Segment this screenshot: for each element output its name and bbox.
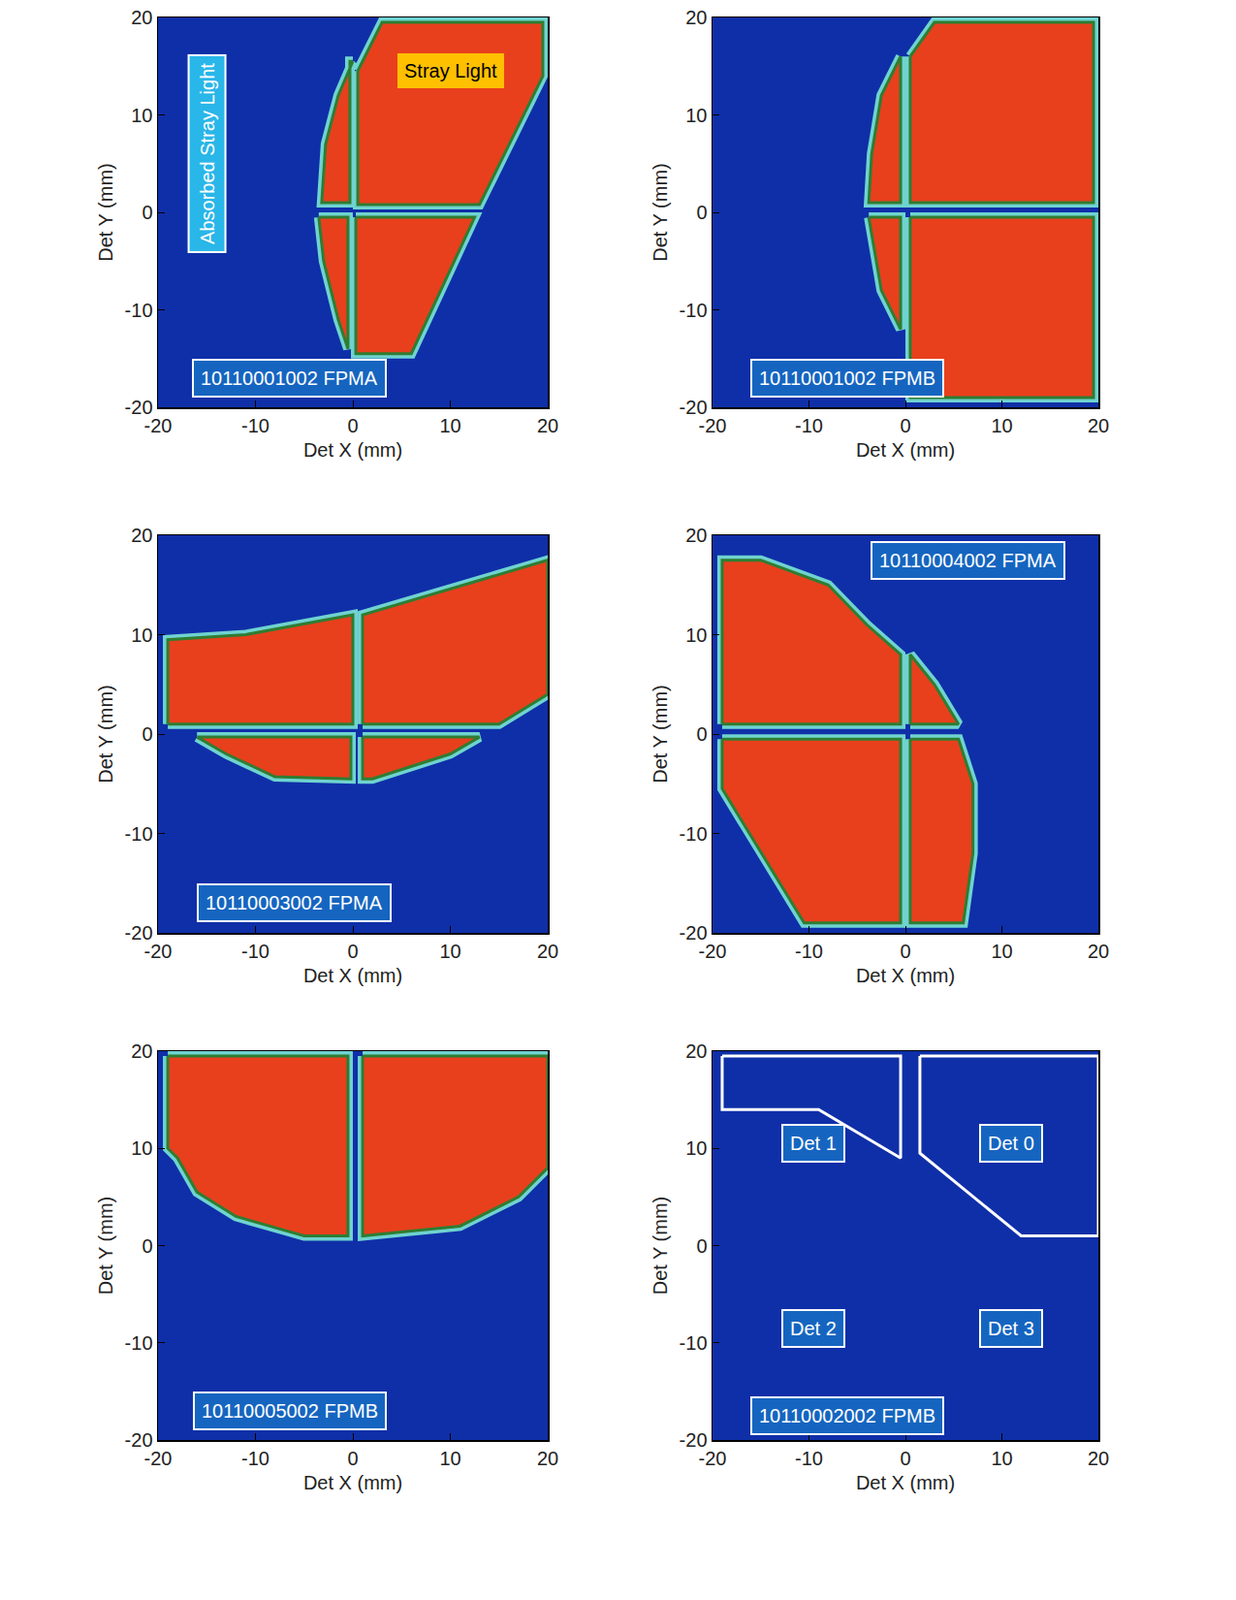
svg-text:-10: -10 <box>679 1331 708 1354</box>
svg-text:10110001002 FPMA: 10110001002 FPMA <box>200 367 379 389</box>
svg-text:Det Y (mm): Det Y (mm) <box>649 684 671 784</box>
svg-text:-10: -10 <box>794 1447 824 1469</box>
svg-text:10: 10 <box>130 624 153 646</box>
svg-text:10: 10 <box>685 624 707 646</box>
svg-text:-10: -10 <box>241 940 270 962</box>
svg-text:Det Y (mm): Det Y (mm) <box>95 684 117 784</box>
svg-text:-20: -20 <box>698 1447 728 1469</box>
svg-text:Det X (mm): Det X (mm) <box>303 439 403 461</box>
svg-text:Det 0: Det 0 <box>987 1132 1035 1154</box>
svg-text:Det 1: Det 1 <box>790 1132 837 1154</box>
svg-text:10: 10 <box>990 414 1013 437</box>
svg-text:0: 0 <box>347 940 358 962</box>
svg-text:-10: -10 <box>794 414 824 437</box>
svg-text:20: 20 <box>1087 414 1110 437</box>
svg-text:10: 10 <box>130 104 153 127</box>
svg-text:10: 10 <box>439 1447 461 1469</box>
svg-text:-20: -20 <box>144 940 173 962</box>
svg-text:20: 20 <box>685 524 707 546</box>
svg-text:-10: -10 <box>679 823 708 845</box>
svg-text:0: 0 <box>141 1235 153 1257</box>
svg-text:20: 20 <box>537 940 559 962</box>
svg-text:20: 20 <box>130 6 153 29</box>
svg-text:10110005002 FPMB: 10110005002 FPMB <box>201 1399 379 1422</box>
svg-text:Det X (mm): Det X (mm) <box>855 1471 955 1493</box>
svg-text:-20: -20 <box>679 396 708 418</box>
svg-text:10110001002 FPMB: 10110001002 FPMB <box>759 367 936 389</box>
svg-text:10: 10 <box>990 940 1013 962</box>
svg-text:-10: -10 <box>241 414 270 437</box>
svg-text:20: 20 <box>1087 940 1110 962</box>
svg-text:0: 0 <box>141 201 153 223</box>
svg-text:-20: -20 <box>144 414 173 437</box>
svg-text:0: 0 <box>899 1447 911 1469</box>
svg-text:0: 0 <box>347 414 358 437</box>
svg-text:-10: -10 <box>241 1447 270 1469</box>
svg-text:10110003002 FPMA: 10110003002 FPMA <box>205 891 383 914</box>
svg-text:10: 10 <box>990 1447 1013 1469</box>
svg-text:Absorbed Stray Light: Absorbed Stray Light <box>196 63 219 245</box>
svg-text:10: 10 <box>685 1137 707 1159</box>
svg-text:0: 0 <box>696 201 707 223</box>
svg-text:0: 0 <box>347 1447 358 1469</box>
svg-text:20: 20 <box>685 6 707 29</box>
svg-text:0: 0 <box>899 414 911 437</box>
svg-text:10: 10 <box>439 940 461 962</box>
svg-text:20: 20 <box>537 1447 559 1469</box>
svg-text:-10: -10 <box>125 823 154 845</box>
svg-text:Stray Light: Stray Light <box>404 60 498 82</box>
svg-text:0: 0 <box>696 1235 707 1257</box>
svg-text:Det X (mm): Det X (mm) <box>855 964 955 986</box>
svg-text:-10: -10 <box>679 299 708 321</box>
svg-text:-10: -10 <box>125 1331 154 1354</box>
svg-text:20: 20 <box>1087 1447 1110 1469</box>
svg-text:Det X (mm): Det X (mm) <box>303 964 403 986</box>
svg-text:10110002002 FPMB: 10110002002 FPMB <box>759 1404 936 1427</box>
svg-text:Det 2: Det 2 <box>790 1317 837 1339</box>
svg-text:-20: -20 <box>679 1428 708 1451</box>
svg-text:-20: -20 <box>125 1428 154 1451</box>
svg-text:10: 10 <box>439 414 461 437</box>
svg-text:0: 0 <box>141 723 153 745</box>
svg-text:20: 20 <box>685 1040 707 1062</box>
svg-text:-20: -20 <box>679 921 708 944</box>
svg-text:Det Y (mm): Det Y (mm) <box>95 162 117 262</box>
svg-text:20: 20 <box>537 414 559 437</box>
svg-text:10110004002 FPMA: 10110004002 FPMA <box>879 549 1057 571</box>
svg-text:20: 20 <box>130 524 153 546</box>
svg-text:-20: -20 <box>125 921 154 944</box>
svg-text:-20: -20 <box>698 940 728 962</box>
svg-text:Det X (mm): Det X (mm) <box>855 439 955 461</box>
svg-text:-20: -20 <box>125 396 154 418</box>
svg-text:-10: -10 <box>125 299 154 321</box>
svg-text:Det Y (mm): Det Y (mm) <box>95 1196 117 1296</box>
svg-text:Det Y (mm): Det Y (mm) <box>649 162 671 262</box>
svg-text:10: 10 <box>130 1137 153 1159</box>
svg-text:Det 3: Det 3 <box>987 1317 1035 1339</box>
svg-text:Det X (mm): Det X (mm) <box>303 1471 403 1493</box>
svg-text:-10: -10 <box>794 940 824 962</box>
svg-text:0: 0 <box>696 723 707 745</box>
svg-text:-20: -20 <box>698 414 728 437</box>
svg-text:-20: -20 <box>144 1447 173 1469</box>
svg-text:Det Y (mm): Det Y (mm) <box>649 1196 671 1296</box>
svg-text:0: 0 <box>899 940 911 962</box>
svg-text:20: 20 <box>130 1040 153 1062</box>
svg-text:10: 10 <box>685 104 707 127</box>
